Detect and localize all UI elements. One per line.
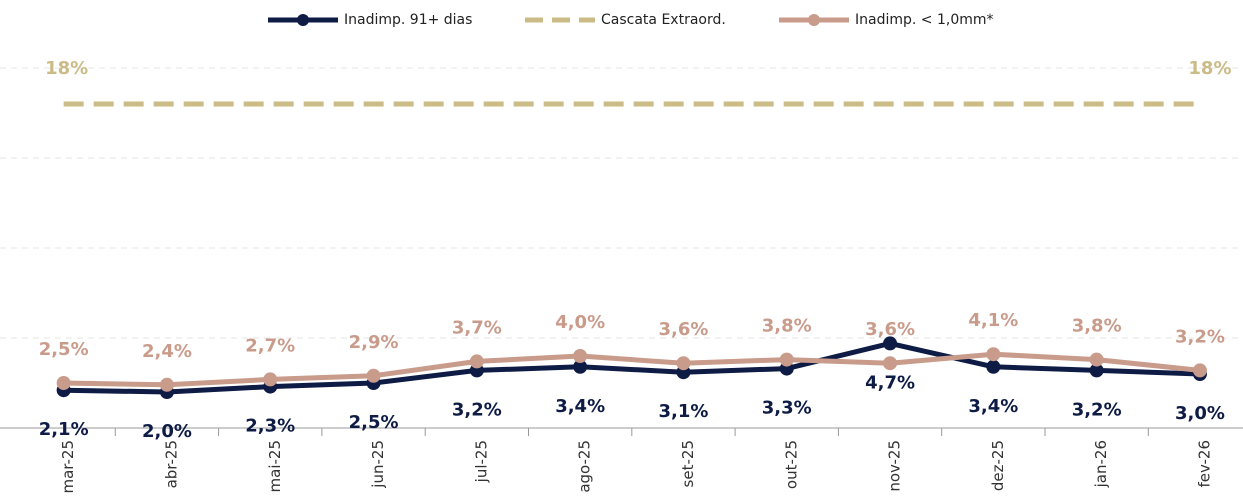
data-label: 4,7% — [865, 372, 915, 393]
data-label: 2,1% — [39, 419, 89, 440]
x-tick-label: abr-25 — [162, 440, 180, 488]
series-line — [63, 340, 1201, 395]
data-label: 3,7% — [452, 317, 502, 338]
data-point — [676, 356, 691, 371]
x-tick-label: set-25 — [679, 440, 697, 487]
data-point — [1089, 352, 1104, 367]
legend-label: Inadimp. 91+ dias — [344, 12, 472, 28]
x-tick-label: ago-25 — [576, 440, 594, 493]
data-label: 18% — [1188, 58, 1231, 79]
data-point — [573, 359, 588, 374]
data-label: 2,5% — [39, 339, 89, 360]
data-label: 2,0% — [142, 421, 192, 442]
data-label: 2,7% — [245, 335, 295, 356]
x-tick-label: fev-26 — [1195, 440, 1213, 487]
legend-marker — [297, 14, 309, 26]
data-label: 3,2% — [452, 399, 502, 420]
data-point — [366, 368, 381, 383]
data-label: 3,3% — [762, 398, 812, 419]
x-tick-label: dez-25 — [989, 440, 1007, 491]
x-tick-label: nov-25 — [886, 440, 904, 492]
data-label: 3,2% — [1072, 399, 1122, 420]
data-point — [56, 376, 71, 390]
data-label: 2,5% — [349, 412, 399, 433]
data-point — [469, 354, 484, 369]
data-label: 18% — [45, 58, 88, 79]
legend-label: Cascata Extraord. — [601, 12, 726, 28]
data-label: 3,4% — [555, 396, 605, 417]
data-label: 3,8% — [1072, 316, 1122, 337]
data-label: 4,0% — [555, 312, 605, 333]
data-point — [986, 347, 1001, 362]
data-label: 2,9% — [349, 332, 399, 353]
data-point — [1089, 363, 1104, 378]
x-tick-label: mar-25 — [59, 440, 77, 494]
data-point — [263, 372, 278, 387]
data-label: 3,8% — [762, 316, 812, 337]
data-label: 3,6% — [865, 319, 915, 340]
series-line — [63, 351, 1201, 388]
data-label: 3,6% — [658, 319, 708, 340]
data-label: 2,4% — [142, 341, 192, 362]
data-point — [986, 359, 1001, 374]
data-label: 3,0% — [1175, 403, 1225, 424]
data-point — [159, 377, 174, 392]
data-label: 3,1% — [658, 401, 708, 422]
legend-label: Inadimp. < 1,0mm* — [855, 12, 994, 28]
data-point — [883, 336, 898, 351]
data-point — [573, 349, 588, 363]
legend-marker — [808, 14, 820, 26]
data-label: 3,2% — [1175, 326, 1225, 347]
x-tick-label: jun-25 — [369, 440, 387, 489]
data-label: 3,4% — [968, 396, 1018, 417]
data-label: 4,1% — [968, 310, 1018, 331]
x-tick-label: out-25 — [782, 440, 800, 489]
data-point — [883, 356, 898, 371]
data-label: 2,3% — [245, 416, 295, 437]
x-tick-label: mai-25 — [266, 440, 284, 492]
x-tick-label: jul-25 — [472, 440, 490, 483]
data-point — [779, 352, 794, 367]
x-tick-label: jan-26 — [1092, 440, 1110, 488]
data-point — [1192, 363, 1207, 378]
